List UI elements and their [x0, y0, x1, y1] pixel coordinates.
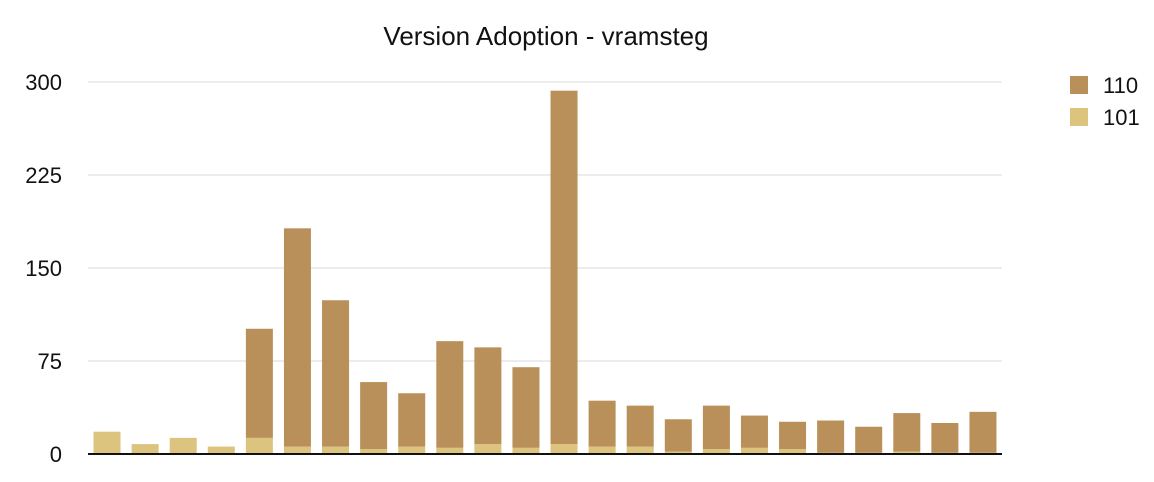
- legend-label-101: 101: [1103, 105, 1140, 130]
- bar-segment-110: [702, 405, 730, 450]
- legend-label-110: 110: [1103, 73, 1138, 98]
- bar-segment-101: [322, 446, 350, 454]
- bar-segment-110: [283, 228, 311, 447]
- bar-segment-101: [398, 446, 426, 454]
- bar-segment-110: [245, 328, 273, 438]
- bar-segment-110: [550, 90, 578, 445]
- bar-segment-101: [169, 437, 197, 454]
- bar-segment-110: [360, 382, 388, 450]
- bar-segment-101: [626, 446, 654, 454]
- bar-segment-110: [779, 421, 807, 450]
- bar-segment-101: [436, 447, 464, 454]
- bar-segment-101: [131, 444, 159, 454]
- bar-segment-110: [436, 341, 464, 448]
- bar-segment-110: [855, 426, 883, 453]
- bar-segment-110: [740, 415, 768, 448]
- bar-segment-110: [512, 367, 540, 448]
- chart-title: Version Adoption - vramsteg: [383, 21, 708, 51]
- bar-segment-110: [931, 423, 959, 453]
- bar-segment-101: [283, 446, 311, 454]
- bar-segment-101: [207, 446, 235, 454]
- bar-segment-110: [588, 400, 616, 447]
- y-tick-label: 300: [25, 70, 62, 95]
- bar-segment-101: [550, 444, 578, 454]
- bar-segment-101: [702, 449, 730, 454]
- bar-segment-101: [512, 447, 540, 454]
- bar-segment-101: [474, 444, 502, 454]
- bar-segment-101: [245, 437, 273, 454]
- y-tick-label: 0: [50, 442, 62, 467]
- bar-segment-110: [969, 411, 997, 453]
- gridlines: [88, 81, 1002, 362]
- bar-segment-101: [740, 447, 768, 454]
- bar-segment-101: [588, 446, 616, 454]
- bar-segment-101: [893, 451, 921, 454]
- bar-segment-110: [626, 405, 654, 447]
- legend-swatch-110: [1070, 76, 1088, 94]
- bar-segment-110: [893, 413, 921, 452]
- bars: [93, 90, 997, 454]
- bar-segment-101: [664, 451, 692, 454]
- bar-segment-110: [322, 300, 350, 447]
- y-tick-label: 225: [25, 163, 62, 188]
- bar-segment-110: [817, 420, 845, 453]
- legend-swatch-101: [1070, 108, 1088, 126]
- bar-segment-110: [474, 347, 502, 445]
- bar-segment-101: [93, 431, 121, 454]
- bar-segment-110: [398, 393, 426, 447]
- y-tick-label: 150: [25, 256, 62, 281]
- bar-segment-110: [664, 419, 692, 452]
- bar-segment-101: [360, 449, 388, 454]
- bar-segment-101: [779, 449, 807, 454]
- y-axis-ticks: 0 75 150 225 300: [25, 70, 62, 467]
- y-tick-label: 75: [38, 349, 62, 374]
